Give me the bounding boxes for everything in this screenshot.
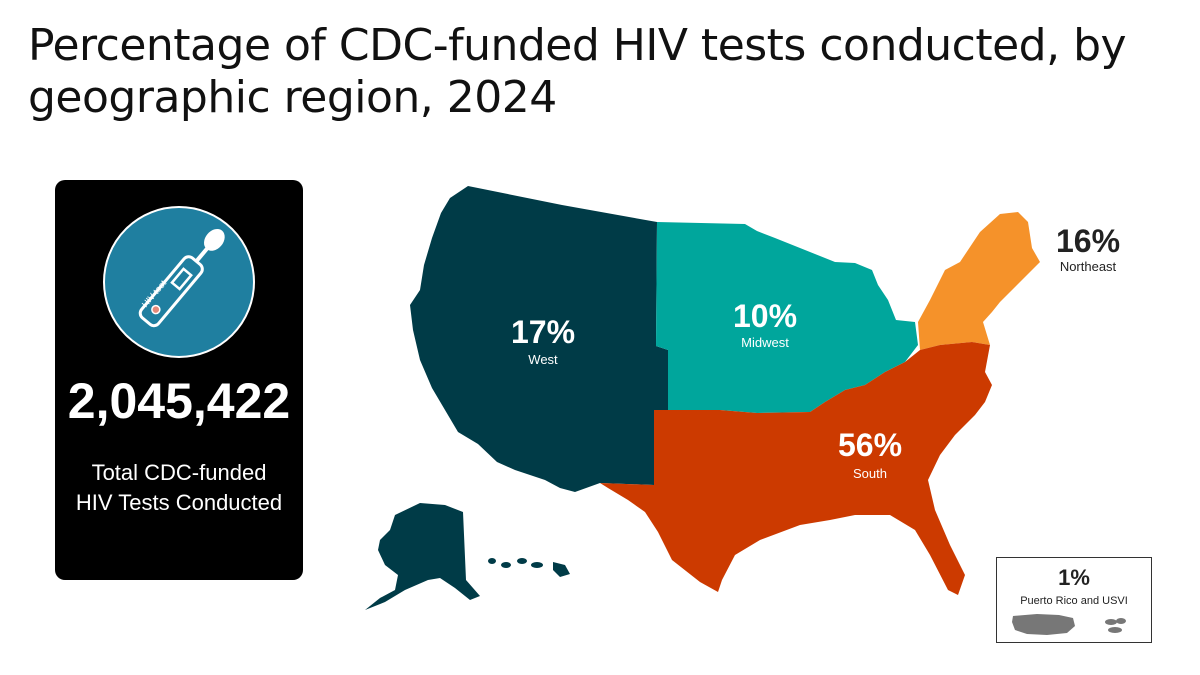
pr-usvi-percent: 1% <box>1058 565 1090 590</box>
region-northeast-shape <box>918 212 1040 350</box>
total-tests-label: Total CDC-funded HIV Tests Conducted <box>75 460 283 515</box>
northeast-label: Northeast <box>1060 259 1117 274</box>
total-tests-value: 2,045,422 <box>67 373 291 429</box>
midwest-percent: 10% <box>733 298 797 334</box>
hawaii-shape <box>488 558 570 577</box>
northeast-percent: 16% <box>1056 223 1120 259</box>
puerto-rico-usvi-inset: 1% Puerto Rico and USVI <box>996 557 1152 643</box>
usvi-shape <box>1105 618 1126 633</box>
page-title: Percentage of CDC-funded HIV tests condu… <box>28 20 1127 123</box>
total-tests-card: HIV test Total CDC-funded HIV Tests Cond… <box>55 180 303 580</box>
puerto-rico-shape <box>1012 614 1075 635</box>
south-percent: 56% <box>838 427 902 463</box>
alaska-shape <box>365 503 480 610</box>
pr-usvi-label: Puerto Rico and USVI <box>1020 595 1128 607</box>
west-label: West <box>528 352 558 367</box>
region-midwest-shape <box>656 222 918 413</box>
west-percent: 17% <box>511 314 575 350</box>
hiv-test-swab-icon: HIV test <box>103 206 255 358</box>
south-label: South <box>853 466 887 481</box>
midwest-label: Midwest <box>741 335 789 350</box>
region-west-shape <box>410 186 668 492</box>
region-south-shape <box>600 342 992 595</box>
